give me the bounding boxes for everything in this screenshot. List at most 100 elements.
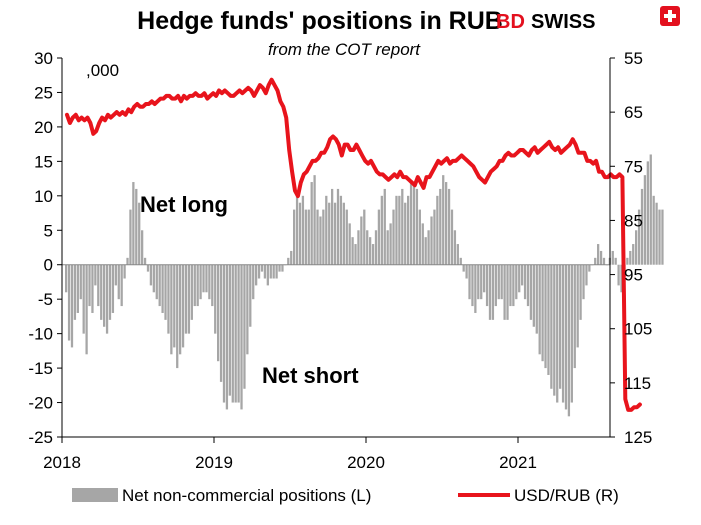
left-axis-tick-label: 15 <box>34 152 53 171</box>
right-axis-tick-label: 125 <box>624 428 652 447</box>
bar <box>415 188 419 265</box>
bar <box>637 209 641 265</box>
bar <box>597 244 600 265</box>
bar <box>152 264 155 293</box>
bar <box>105 264 109 334</box>
bar <box>412 182 416 265</box>
bar <box>389 223 392 265</box>
bar <box>234 264 237 403</box>
bar <box>293 209 296 265</box>
bdswiss-logo: BD SWISS <box>496 6 680 33</box>
bar <box>418 209 421 265</box>
bar <box>149 264 153 286</box>
bar <box>164 264 167 320</box>
bar <box>219 264 223 382</box>
bar <box>348 223 351 265</box>
bar <box>456 244 459 265</box>
bar <box>503 264 506 320</box>
bar <box>395 195 398 265</box>
bar <box>380 195 383 265</box>
bar <box>336 188 340 265</box>
bar <box>275 264 278 279</box>
net-long-label: Net long <box>140 192 228 217</box>
bar <box>141 230 144 265</box>
bar <box>427 230 430 265</box>
bar <box>199 264 202 300</box>
bar <box>176 264 179 369</box>
left-axis-tick-label: 20 <box>34 118 53 137</box>
bar <box>401 188 404 265</box>
bar <box>450 209 454 265</box>
bar <box>559 264 562 389</box>
bar <box>155 264 158 300</box>
bar <box>599 250 603 265</box>
bar <box>108 264 112 320</box>
bar <box>620 264 623 293</box>
bar <box>272 264 275 279</box>
bar <box>114 264 117 286</box>
x-axis-tick-label: 2021 <box>499 453 537 472</box>
bar <box>407 195 410 265</box>
bar <box>529 264 533 320</box>
bar <box>181 264 185 348</box>
bar <box>295 195 299 265</box>
bar <box>94 264 97 286</box>
bar <box>488 264 492 320</box>
bar <box>132 182 135 265</box>
bar <box>126 257 129 265</box>
bar <box>111 264 115 313</box>
bar <box>465 264 468 279</box>
left-axis-tick-label: 30 <box>34 49 53 68</box>
bar <box>173 264 176 348</box>
bar <box>617 264 620 286</box>
bar <box>538 264 541 355</box>
bar <box>377 209 381 265</box>
bar <box>246 264 249 355</box>
bar <box>550 264 553 389</box>
bar <box>222 264 226 403</box>
bar <box>117 264 120 300</box>
bar <box>190 264 193 320</box>
bar <box>345 209 348 265</box>
x-axis-tick-label: 2018 <box>43 453 81 472</box>
bar <box>526 264 530 307</box>
bar <box>392 209 395 265</box>
bar <box>433 209 436 265</box>
bar <box>316 209 319 265</box>
bar <box>225 264 229 410</box>
logo-cross-icon <box>660 6 680 26</box>
bar <box>91 264 94 313</box>
bar <box>491 264 495 320</box>
bar <box>369 237 372 265</box>
bar <box>564 264 568 410</box>
logo-swiss-text: SWISS <box>531 11 595 33</box>
bar <box>582 264 585 300</box>
bar <box>374 230 378 265</box>
bar <box>319 216 322 265</box>
right-axis-tick-label: 55 <box>624 49 643 68</box>
bar <box>474 264 477 313</box>
bar <box>661 209 664 265</box>
bar <box>632 244 635 265</box>
bar <box>453 230 457 265</box>
bar <box>611 250 614 265</box>
bar <box>333 202 337 265</box>
bar <box>646 161 649 265</box>
x-axis: 2018 2019 2020 2021 <box>43 436 610 472</box>
bar <box>585 264 588 286</box>
right-axis-tick-label: 75 <box>624 157 643 176</box>
bar <box>658 209 661 265</box>
bar <box>532 264 535 327</box>
bar <box>249 264 252 327</box>
bar <box>70 264 74 348</box>
bar <box>363 209 366 265</box>
bar <box>67 264 71 341</box>
bar <box>158 264 161 307</box>
bar <box>588 264 591 272</box>
bar <box>82 264 85 334</box>
bar <box>626 257 629 265</box>
legend-bar-swatch <box>72 488 118 502</box>
bar <box>342 202 345 265</box>
bar <box>237 264 240 403</box>
